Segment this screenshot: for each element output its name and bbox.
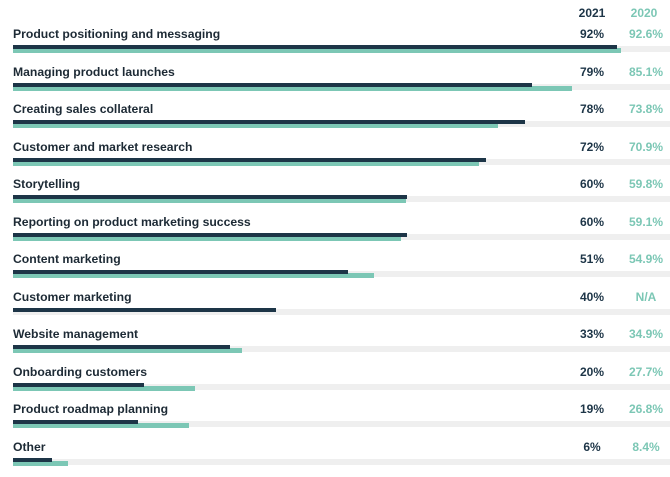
value-label-2021: 72% (579, 139, 605, 154)
bar-2021 (13, 120, 526, 124)
value-label-2020: 85.1% (628, 64, 664, 79)
bar-2020 (13, 273, 374, 278)
category-label: Managing product launches (13, 64, 175, 79)
value-label-2020: 70.9% (628, 139, 664, 154)
bar-track (13, 383, 670, 390)
chart-row: Reporting on product marketing success 60… (0, 215, 670, 252)
value-label-2020: 34.9% (628, 327, 664, 341)
value-label-2021: 92% (579, 27, 605, 41)
category-label: Customer and market research (13, 139, 193, 154)
column-header-2020: 2020 (630, 6, 658, 20)
chart-row: Customer marketing 40% N/A (0, 290, 670, 327)
bar-2020 (13, 48, 622, 53)
category-label: Website management (13, 327, 139, 341)
bar-track (13, 458, 670, 465)
category-label: Onboarding customers (13, 364, 148, 379)
bar-2021 (13, 345, 230, 349)
bar-2020 (13, 235, 402, 241)
bar-2020 (13, 198, 406, 203)
bar-2020 (13, 423, 190, 428)
category-label: Reporting on product marketing success (13, 214, 251, 229)
category-label: Product roadmap planning (13, 402, 169, 416)
bar-2020 (13, 85, 573, 91)
value-label-2021: 79% (579, 64, 605, 79)
column-header-2021: 2021 (578, 6, 606, 20)
category-label: Creating sales collateral (13, 102, 154, 116)
bar-2021 (13, 195, 408, 199)
bar-2021 (13, 382, 145, 387)
value-label-2020: 26.8% (628, 402, 664, 416)
chart-row: Creating sales collateral 78% 73.8% (0, 102, 670, 139)
bar-track (13, 421, 670, 427)
value-label-2021: 78% (579, 102, 605, 116)
value-label-2021: 20% (579, 364, 605, 379)
value-label-2020: 54.9% (628, 252, 664, 266)
chart-row: Content marketing 51% 54.9% (0, 252, 670, 289)
chart-row: Managing product launches 79% 85.1% (0, 65, 670, 102)
chart-row: Website management 33% 34.9% (0, 327, 670, 364)
value-label-2020: 59.8% (628, 177, 664, 191)
bar-track (13, 308, 670, 315)
bar-2021 (13, 457, 53, 462)
value-label-2021: 6% (583, 439, 601, 454)
bar-2021 (13, 82, 533, 87)
value-label-2020: 8.4% (632, 439, 660, 454)
bar-track (13, 346, 670, 352)
chart-row: Storytelling 60% 59.8% (0, 177, 670, 214)
value-label-2021: 60% (579, 177, 605, 191)
chart-row: Product positioning and messaging 92% 92.6… (0, 27, 670, 64)
value-label-2020: 27.7% (628, 364, 664, 379)
category-label: Other (13, 439, 46, 454)
value-label-2020: 59.1% (628, 214, 664, 229)
chart-row: Customer and market research 72% 70.9% (0, 140, 670, 177)
chart-row: Product roadmap planning 19% 26.8% (0, 402, 670, 439)
bar-2020 (13, 460, 69, 466)
bar-2021 (13, 420, 138, 424)
bar-2020 (13, 385, 195, 391)
value-label-2020: N/A (635, 289, 657, 304)
bar-2021 (13, 270, 349, 274)
bar-2021 (13, 232, 408, 237)
bar-2020 (13, 160, 479, 166)
value-label-2021: 51% (579, 252, 605, 266)
value-label-2021: 33% (579, 327, 605, 341)
category-label: Storytelling (13, 177, 81, 191)
bar-2021 (13, 45, 618, 49)
chart-row: Onboarding customers 20% 27.7% (0, 365, 670, 402)
bar-2020 (13, 123, 498, 128)
bar-2021 (13, 157, 487, 162)
bar-2020 (13, 348, 243, 353)
chart-row: Other 6% 8.4% (0, 440, 670, 477)
bar-2021 (13, 307, 276, 312)
category-label: Product positioning and messaging (13, 27, 221, 41)
value-label-2021: 19% (579, 402, 605, 416)
value-label-2021: 40% (579, 289, 605, 304)
value-label-2020: 73.8% (628, 102, 664, 116)
category-label: Customer marketing (13, 289, 132, 304)
value-label-2020: 92.6% (628, 27, 664, 41)
value-label-2021: 60% (579, 214, 605, 229)
category-label: Content marketing (13, 252, 121, 266)
